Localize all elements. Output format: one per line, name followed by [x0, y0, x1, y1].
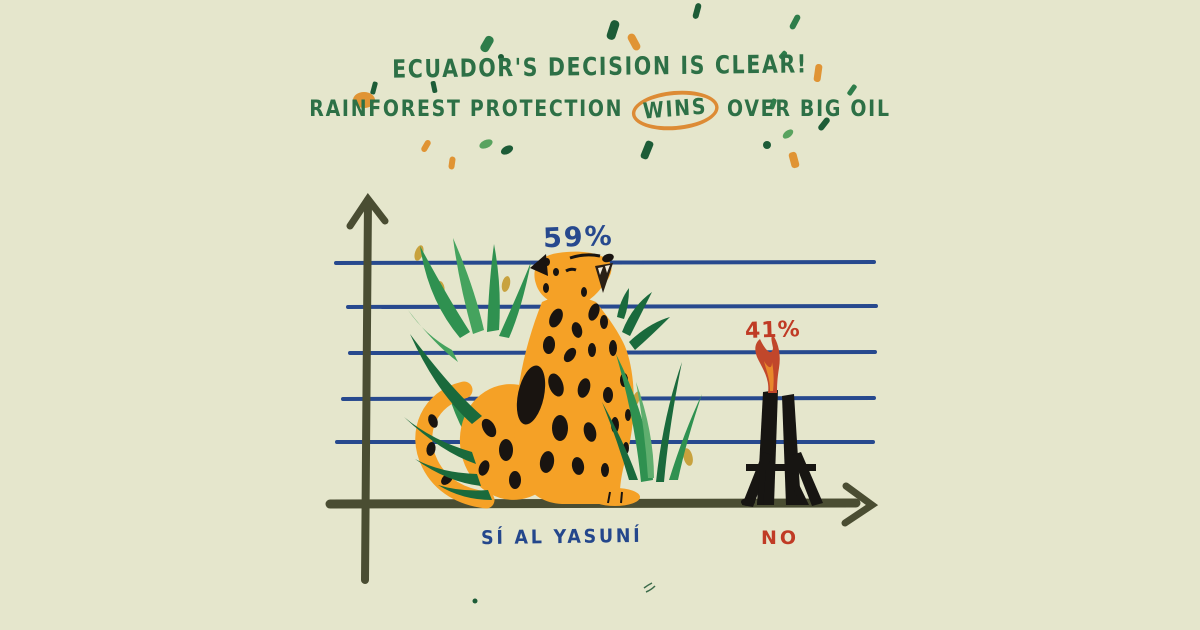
jaguar-head: [534, 251, 612, 307]
jaguar-eye: [565, 267, 577, 273]
artist-signature-mark: [643, 582, 656, 593]
jaguar-ear: [530, 254, 548, 276]
title-line2-pre: RAINFOREST PROTECTION: [309, 97, 624, 122]
title-line-2: RAINFOREST PROTECTION WINS OVER BIG OIL: [84, 87, 1116, 134]
oil-derrick-illustration: [741, 390, 823, 507]
title-line2-post: OVER BIG OIL: [727, 97, 891, 122]
jaguar-paw: [590, 488, 640, 506]
title-line2-circled-word: WINS: [642, 94, 708, 125]
no-bar-illustration: [741, 335, 823, 507]
category-label-yes: SÍ AL YASUNÍ: [480, 524, 643, 550]
poster-title: ECUADOR'S DECISION IS CLEAR! RAINFOREST …: [0, 49, 1200, 134]
value-label-yes: 59%: [542, 220, 615, 255]
title-line-1: ECUADOR'S DECISION IS CLEAR!: [392, 49, 808, 84]
gas-flare: [755, 335, 780, 393]
jaguar-nose: [602, 253, 614, 263]
yes-bar-illustration: [404, 238, 702, 509]
y-axis: [346, 193, 389, 584]
title-word-wins-circled: WINS: [630, 87, 720, 134]
rainforest-foliage-front: [404, 288, 702, 500]
category-label-no: NO: [761, 527, 800, 549]
value-label-no: 41%: [744, 317, 802, 344]
confetti-specks: [353, 3, 857, 604]
jaguar-spots: [478, 258, 631, 489]
jaguar-illustration: [415, 251, 640, 509]
